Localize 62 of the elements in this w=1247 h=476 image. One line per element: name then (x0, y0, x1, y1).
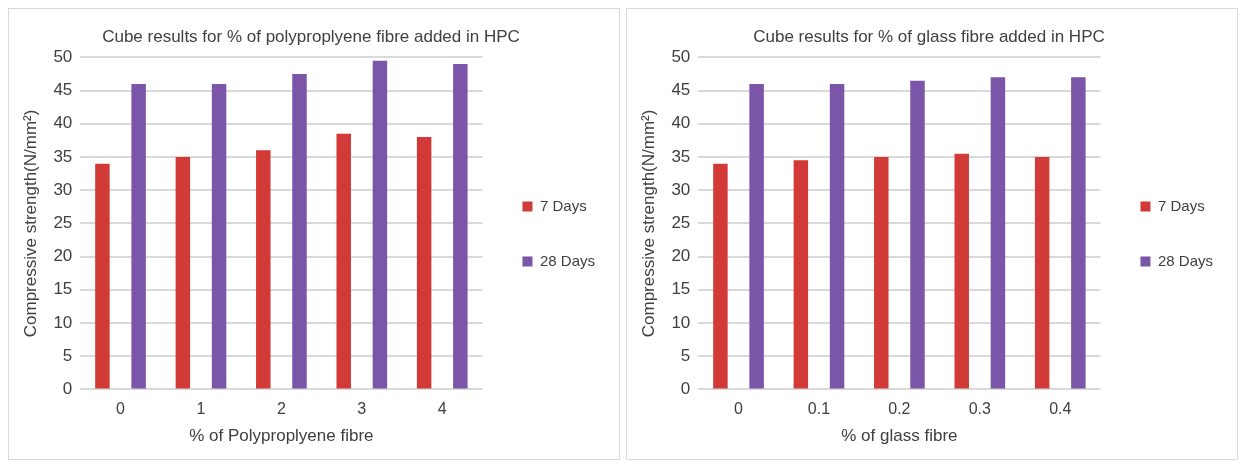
y-tick-label: 40 (671, 113, 691, 133)
bar (336, 133, 351, 389)
y-tick-label: 0 (62, 379, 73, 399)
x-tick-label: 0.1 (807, 400, 831, 418)
legend-label: 7 Days (1157, 196, 1205, 214)
bar (372, 60, 388, 389)
y-tick-label: 5 (62, 345, 73, 365)
bar (990, 77, 1006, 389)
bar (874, 157, 889, 389)
x-tick-label: 0 (734, 400, 744, 418)
chart-title: Cube results for % of glass fibre added in HPC (753, 26, 1105, 46)
y-tick-label: 10 (53, 312, 73, 332)
bar (713, 163, 728, 389)
y-tick-label: 45 (671, 80, 691, 100)
bar (416, 137, 432, 389)
y-tick-label: 5 (680, 345, 691, 365)
y-tick-label: 35 (53, 146, 73, 166)
y-tick-label: 25 (671, 213, 691, 233)
x-tick-label: 0.4 (1049, 400, 1072, 418)
legend-label: 7 Days (539, 196, 587, 214)
x-tick-label: 1 (196, 400, 206, 418)
y-tick-label: 45 (53, 80, 73, 100)
bar (292, 74, 307, 389)
legend-label: 28 Days (539, 251, 595, 269)
x-tick-label: 0.2 (888, 400, 911, 418)
y-tick-label: 0 (680, 379, 691, 399)
bar (749, 83, 764, 389)
bar (910, 80, 925, 389)
y-tick-label: 20 (53, 246, 73, 266)
y-tick-label: 25 (53, 213, 73, 233)
y-axis-title: Compressive strength(N/mm²) (20, 109, 40, 338)
y-tick-label: 15 (671, 279, 691, 299)
x-tick-label: 0.3 (968, 400, 992, 418)
bar (256, 150, 271, 389)
bar (829, 83, 845, 389)
bar (1071, 77, 1086, 389)
x-tick-label: 0 (116, 400, 126, 418)
y-tick-label: 10 (671, 312, 691, 332)
bar (793, 160, 809, 389)
y-tick-label: 20 (671, 246, 691, 266)
bar (453, 64, 468, 389)
bar (954, 153, 969, 389)
x-axis-title: % of glass fibre (841, 426, 958, 446)
bar (1034, 157, 1050, 389)
bar (175, 157, 191, 389)
x-tick-label: 4 (437, 400, 447, 418)
y-tick-label: 15 (53, 279, 73, 299)
y-tick-label: 30 (671, 179, 691, 199)
bar (95, 163, 110, 389)
bar (211, 83, 227, 389)
x-tick-label: 2 (276, 400, 286, 418)
y-tick-label: 40 (53, 113, 73, 133)
y-tick-label: 50 (671, 47, 691, 67)
y-tick-label: 50 (53, 47, 73, 67)
x-tick-label: 3 (357, 400, 367, 418)
y-axis-title: Compressive strength(N/mm²) (638, 109, 658, 338)
chart-title: Cube results for % of polyproplyene fibre added in HPC (102, 26, 520, 46)
x-axis-title: % of Polyproplyene fibre (189, 426, 374, 446)
y-tick-label: 30 (53, 179, 73, 199)
y-tick-label: 35 (671, 146, 691, 166)
legend-label: 28 Days (1157, 251, 1213, 269)
bar (131, 83, 146, 389)
